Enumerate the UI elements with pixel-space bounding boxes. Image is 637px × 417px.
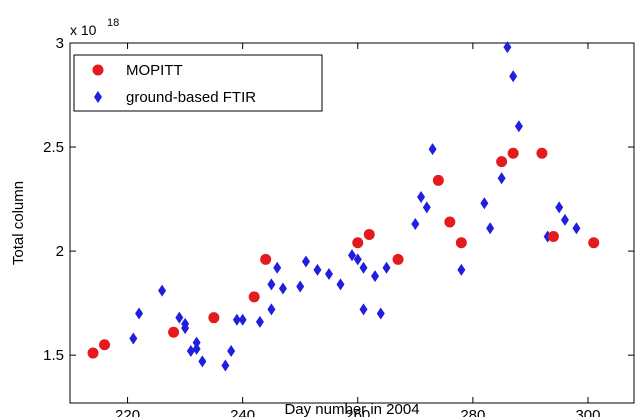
legend-marker-mopitt — [92, 64, 104, 76]
x-tick-label: 300 — [575, 407, 600, 417]
mopitt-point — [392, 253, 404, 265]
ftir-point — [382, 261, 391, 274]
ftir-point — [480, 197, 489, 210]
legend-marker-ftir — [94, 91, 102, 103]
mopitt-point — [547, 231, 559, 243]
ftir-point — [296, 280, 305, 293]
ftir-point — [227, 344, 236, 357]
ftir-point — [267, 303, 276, 316]
ftir-point — [359, 303, 368, 316]
ftir-point — [457, 263, 466, 276]
ftir-point — [486, 222, 495, 235]
legend: MOPITT ground-based FTIR — [73, 54, 323, 112]
mopitt-point — [168, 326, 180, 338]
ftir-point — [417, 190, 426, 203]
ftir-point — [497, 172, 506, 185]
ftir-point — [422, 201, 431, 214]
ftir-point — [503, 41, 512, 54]
ftir-point — [232, 313, 241, 326]
ftir-point — [560, 213, 569, 226]
ftir-point — [348, 249, 356, 262]
data-marks — [87, 41, 600, 372]
ftir-point — [255, 315, 264, 328]
ftir-point — [336, 278, 345, 291]
ftir-point — [572, 222, 581, 235]
mopitt-point — [444, 216, 456, 228]
ftir-point — [158, 284, 167, 297]
axis-ticks: 220 240 260 280 300 1.5 2 2.5 3 — [43, 35, 634, 417]
mopitt-point — [248, 291, 260, 303]
ftir-point — [359, 261, 368, 274]
mopitt-point — [588, 237, 600, 249]
ftir-point — [509, 70, 518, 83]
ftir-point — [221, 359, 230, 372]
ftir-point — [324, 267, 333, 280]
x-axis-label: Day number in 2004 — [284, 401, 419, 417]
ftir-point — [301, 255, 310, 268]
mopitt-point — [496, 156, 508, 168]
ftir-point — [181, 322, 190, 335]
x-tick-label: 240 — [230, 407, 255, 417]
mopitt-point — [260, 253, 272, 265]
y-tick-label: 2 — [56, 243, 64, 260]
y-tick-label: 3 — [56, 35, 64, 52]
y-tick-label: 1.5 — [43, 347, 64, 364]
ftir-point — [192, 342, 201, 355]
ftir-point — [129, 332, 138, 345]
y-exponent-power: 18 — [107, 17, 119, 29]
ftir-point — [371, 270, 380, 283]
mopitt-point — [99, 339, 111, 351]
mopitt-point — [208, 312, 220, 324]
mopitt-point — [352, 237, 364, 249]
mopitt-point — [87, 347, 99, 359]
ftir-point — [267, 278, 276, 291]
ftir-point — [353, 253, 362, 266]
ftir-point — [186, 344, 195, 357]
legend-box — [73, 54, 323, 112]
ftir-point — [555, 201, 564, 214]
ftir-point — [313, 263, 322, 276]
ftir-point — [238, 313, 247, 326]
mopitt-point — [432, 174, 444, 186]
mopitt-point — [536, 147, 548, 159]
ftir-point — [376, 307, 385, 320]
ftir-point — [273, 261, 282, 274]
ftir-point — [135, 307, 144, 320]
ftir-point — [198, 355, 207, 368]
mopitt-point — [363, 228, 375, 240]
y-axis-label: Total column — [10, 181, 27, 265]
mopitt-point — [455, 237, 467, 249]
x-tick-label: 260 — [345, 407, 370, 417]
ftir-point — [411, 218, 420, 231]
y-tick-label: 2.5 — [43, 139, 64, 156]
legend-label-ftir: ground-based FTIR — [126, 89, 256, 106]
y-exponent-base: x 10 — [70, 22, 97, 38]
mopitt-point — [507, 147, 519, 159]
ftir-point — [192, 336, 201, 349]
ftir-point — [278, 282, 287, 295]
ftir-point — [428, 143, 437, 156]
x-tick-label: 220 — [115, 407, 140, 417]
legend-label-mopitt: MOPITT — [126, 62, 183, 79]
x-tick-label: 280 — [460, 407, 485, 417]
ftir-point — [175, 311, 184, 324]
ftir-point — [514, 120, 523, 133]
